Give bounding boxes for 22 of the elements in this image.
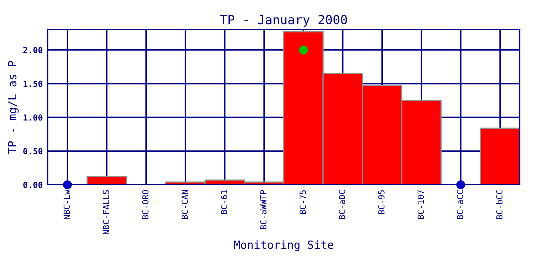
y-axis-title: TP - mg/L as P (8, 61, 19, 154)
x-tick-label: BC-aDC (339, 190, 346, 220)
x-tick-label: BC-CAN (182, 190, 188, 220)
x-tick-label: BC-75 (300, 190, 306, 214)
x-tick-label: NBC-FALLS (103, 190, 110, 234)
y-tick-label: 0.50 (24, 148, 43, 155)
y-tick-label: 1.50 (24, 80, 43, 88)
x-axis-title: Monitoring Site (234, 240, 334, 252)
y-tick-label: 2.00 (24, 47, 43, 54)
x-tick-label: BC-aWWTP (260, 190, 267, 230)
x-tick-label: BC-61 (221, 190, 228, 214)
x-tick-label: BC-95 (378, 190, 385, 214)
bar (86, 176, 128, 185)
chart-title: TP - January 2000 (220, 15, 348, 28)
y-tick-label: 1.00 (24, 114, 43, 121)
y-tick-label: 0.00 (24, 182, 43, 188)
bar (480, 128, 520, 185)
x-tick-label: BC-bCC (496, 190, 503, 220)
x-tick-label: NBC-Lw (64, 190, 70, 220)
x-tick-label: BC-aCC (457, 190, 464, 220)
x-tick-label: BC-ORO (142, 190, 149, 220)
x-tick-label: BC-107 (418, 190, 424, 220)
